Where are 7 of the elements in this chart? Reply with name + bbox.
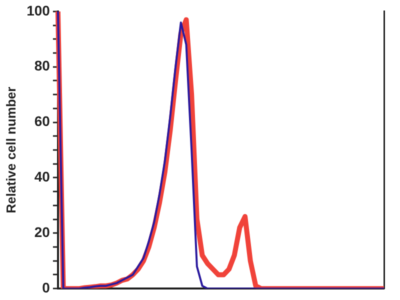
y-tick-label: 40 — [34, 168, 50, 185]
y-axis-title: Relative cell number — [3, 86, 18, 214]
y-tick-label: 100 — [26, 2, 50, 18]
y-tick-label: 20 — [34, 224, 50, 240]
y-tick-label: 0 — [42, 279, 50, 296]
y-tick-label: 80 — [34, 58, 50, 74]
y-tick-label: 60 — [34, 113, 50, 130]
